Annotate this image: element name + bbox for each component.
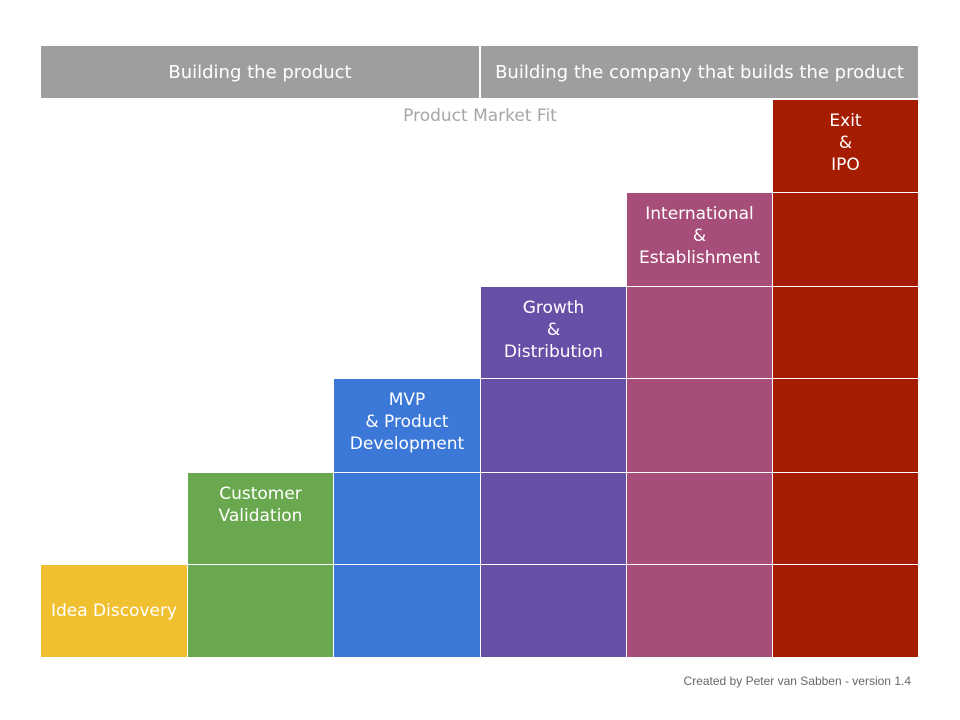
product-market-fit-label: Product Market Fit — [403, 106, 557, 126]
stage-cell-growth — [481, 379, 626, 472]
stage-cell-mvp — [334, 473, 480, 564]
stage-label-line: Exit — [829, 111, 862, 131]
header-left-title: Building the product — [168, 61, 352, 83]
credit-text: Created by Peter van Sabben - version 1.… — [683, 674, 911, 688]
stage-label-line: Validation — [218, 506, 303, 526]
stage-cell-growth — [481, 565, 626, 657]
stage-cell-customer — [188, 473, 333, 564]
stage-label-line: International — [645, 204, 754, 224]
stage-label-line: & — [546, 320, 561, 340]
stage-cell-exit — [773, 379, 918, 472]
stage-cell-exit — [773, 287, 918, 378]
stage-cell-intl — [627, 287, 772, 378]
stage-label-intl: International & Establishment — [627, 203, 772, 269]
stage-label-line: MVP — [388, 390, 426, 410]
stage-label-line: Distribution — [503, 342, 604, 362]
stage-cell-intl — [627, 379, 772, 472]
stage-label-line: Growth — [522, 298, 585, 318]
header-building-company: Building the company that builds the pro… — [481, 46, 918, 98]
stage-label-idea: Idea Discovery — [41, 600, 187, 622]
stage-label-line: Idea Discovery — [50, 601, 178, 621]
stage-cell-mvp — [334, 565, 480, 657]
stage-label-growth: Growth & Distribution — [481, 297, 626, 363]
stage-label-line: Establishment — [638, 248, 760, 268]
stage-cell-intl — [627, 193, 772, 286]
header-building-product: Building the product — [41, 46, 479, 98]
stage-label-exit: Exit & IPO — [773, 110, 918, 176]
stage-cell-idea — [41, 565, 187, 657]
stage-cell-exit — [773, 100, 918, 192]
stage-cell-exit — [773, 565, 918, 657]
stage-label-customer: Customer Validation — [188, 483, 333, 527]
stage-label-line: Development — [349, 434, 465, 454]
stage-cell-exit — [773, 193, 918, 286]
header-right-title: Building the company that builds the pro… — [495, 61, 904, 83]
stage-label-line: Customer — [219, 484, 302, 504]
stage-cell-growth — [481, 287, 626, 378]
stage-cell-exit — [773, 473, 918, 564]
stage-label-line: IPO — [831, 155, 860, 175]
stage-cell-customer — [188, 565, 333, 657]
stage-label-line: & — [692, 226, 707, 246]
stage-label-mvp: MVP & Product Development — [334, 389, 480, 455]
stage-label-line: & — [838, 133, 853, 153]
stage-cell-intl — [627, 473, 772, 564]
stage-cell-mvp — [334, 379, 480, 472]
stage-cell-intl — [627, 565, 772, 657]
stage-label-line: & Product — [365, 412, 449, 432]
stage-cell-growth — [481, 473, 626, 564]
